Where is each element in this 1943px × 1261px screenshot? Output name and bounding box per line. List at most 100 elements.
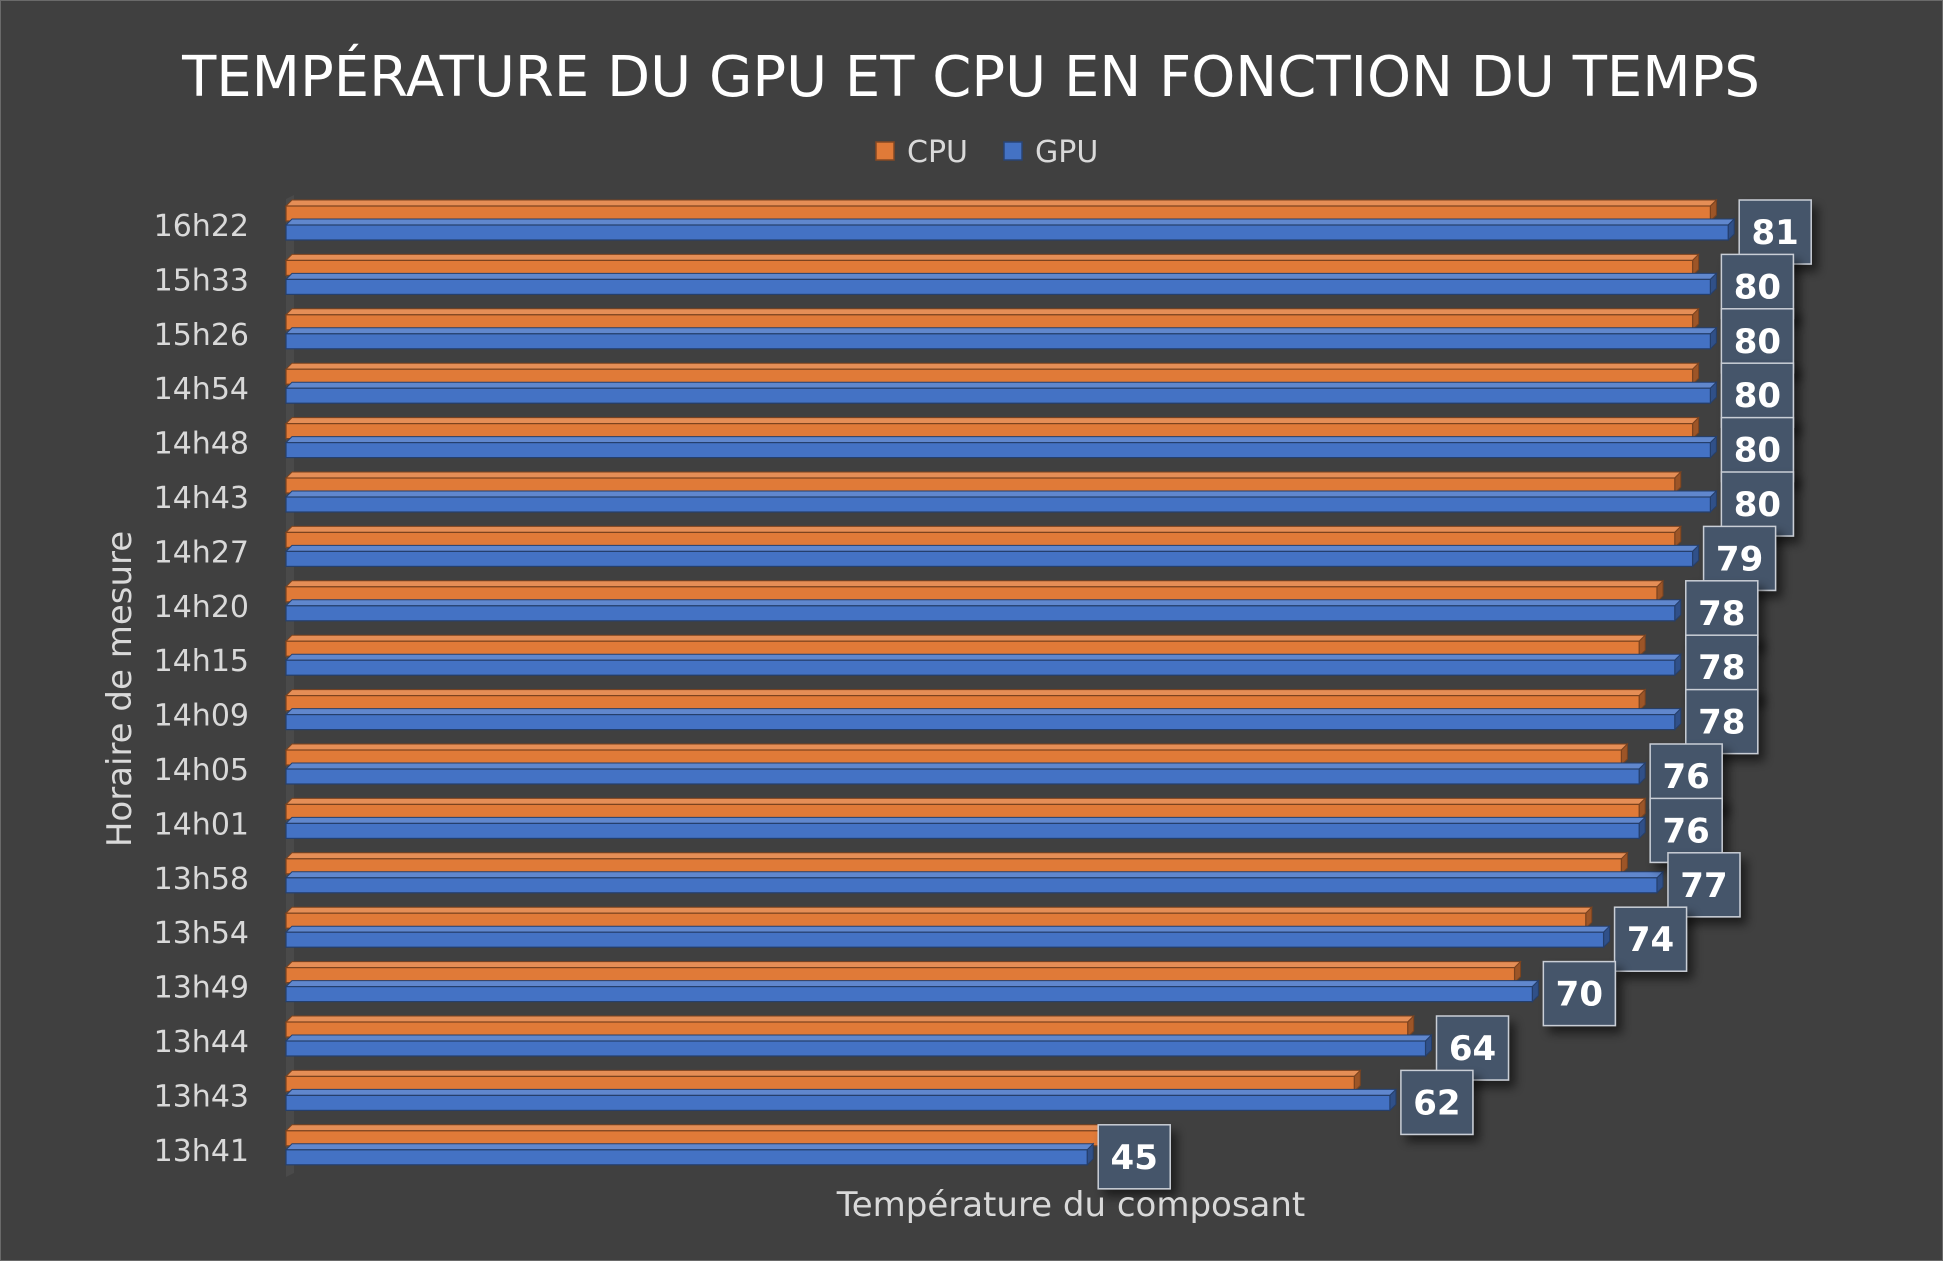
y-tick-14h43: 14h43 xyxy=(154,481,249,516)
y-tick-14h48: 14h48 xyxy=(154,427,249,462)
data-label-gpu-14h09: 78 xyxy=(1685,688,1759,755)
svg-text:78: 78 xyxy=(1698,594,1745,634)
y-tick-14h09: 14h09 xyxy=(154,699,249,734)
svg-text:80: 80 xyxy=(1734,267,1781,307)
svg-text:80: 80 xyxy=(1734,376,1781,416)
svg-text:78: 78 xyxy=(1698,703,1745,743)
bar-cpu-14h15 xyxy=(284,633,1647,658)
bar-cpu-16h22 xyxy=(284,198,1718,223)
bar-gpu-13h41 xyxy=(284,1142,1095,1167)
bar-cpu-13h58 xyxy=(284,851,1629,876)
y-tick-16h22: 16h22 xyxy=(154,209,249,244)
bar-cpu-14h05 xyxy=(284,742,1629,767)
bar-cpu-13h54 xyxy=(284,905,1593,930)
data-label-gpu-13h44: 64 xyxy=(1435,1015,1510,1081)
bar-gpu-15h26 xyxy=(284,326,1718,351)
y-tick-14h15: 14h15 xyxy=(154,644,249,679)
data-label-gpu-14h43: 80 xyxy=(1720,471,1795,537)
y-axis-title: Horaire de mesure xyxy=(100,531,140,847)
bar-gpu-14h27 xyxy=(284,544,1700,568)
bar-gpu-13h43 xyxy=(284,1088,1398,1112)
data-label-gpu-13h43: 62 xyxy=(1400,1069,1474,1136)
bar-gpu-14h15 xyxy=(284,652,1682,677)
y-tick-13h58: 13h58 xyxy=(154,862,249,897)
data-label-gpu-14h27: 79 xyxy=(1702,525,1777,592)
bar-cpu-15h26 xyxy=(284,307,1700,332)
bar-cpu-13h43 xyxy=(284,1069,1362,1093)
svg-text:74: 74 xyxy=(1627,920,1674,960)
legend-label-cpu: CPU xyxy=(907,135,968,170)
y-tick-15h26: 15h26 xyxy=(154,318,249,353)
y-tick-13h54: 13h54 xyxy=(154,916,249,951)
svg-text:80: 80 xyxy=(1734,322,1781,362)
y-tick-14h01: 14h01 xyxy=(154,807,249,842)
y-tick-15h33: 15h33 xyxy=(154,263,249,298)
bar-cpu-14h54 xyxy=(284,361,1700,386)
bar-gpu-14h01 xyxy=(284,816,1647,840)
bar-cpu-13h44 xyxy=(284,1014,1415,1039)
svg-text:79: 79 xyxy=(1716,539,1763,579)
data-label-gpu-14h48: 80 xyxy=(1720,416,1795,483)
y-tick-14h20: 14h20 xyxy=(154,590,249,625)
data-label-gpu-15h26: 80 xyxy=(1720,308,1795,374)
svg-text:62: 62 xyxy=(1413,1083,1460,1123)
y-tick-13h41: 13h41 xyxy=(154,1134,249,1169)
bar-cpu-13h49 xyxy=(284,960,1522,984)
svg-text:80: 80 xyxy=(1734,485,1781,525)
bar-gpu-14h48 xyxy=(284,435,1718,459)
bar-cpu-14h09 xyxy=(284,688,1647,712)
y-tick-13h44: 13h44 xyxy=(154,1025,249,1060)
bar-gpu-13h44 xyxy=(284,1033,1433,1058)
chart-title: TEMPÉRATURE DU GPU ET CPU EN FONCTION DU… xyxy=(181,45,1760,110)
bar-gpu-14h20 xyxy=(284,598,1682,623)
bar-gpu-14h43 xyxy=(284,489,1718,514)
bar-gpu-13h49 xyxy=(284,979,1540,1003)
svg-text:77: 77 xyxy=(1680,866,1727,906)
bar-gpu-13h58 xyxy=(284,870,1665,895)
y-tick-13h43: 13h43 xyxy=(154,1079,249,1114)
bar-gpu-15h33 xyxy=(284,272,1718,296)
bar-cpu-14h01 xyxy=(284,797,1647,821)
data-label-gpu-13h58: 77 xyxy=(1667,852,1741,918)
y-tick-14h05: 14h05 xyxy=(154,753,249,788)
legend: CPU GPU xyxy=(875,135,1098,170)
bar-gpu-13h54 xyxy=(284,924,1611,949)
legend-label-gpu: GPU xyxy=(1035,135,1098,170)
data-label-gpu-14h05: 76 xyxy=(1649,743,1723,809)
data-label-gpu-14h01: 76 xyxy=(1649,797,1723,864)
svg-text:70: 70 xyxy=(1556,975,1603,1015)
svg-text:81: 81 xyxy=(1752,213,1799,253)
svg-text:45: 45 xyxy=(1111,1138,1158,1178)
x-axis-title: Température du composant xyxy=(836,1185,1306,1225)
bar-cpu-13h41 xyxy=(284,1123,1131,1148)
data-label-gpu-13h41: 45 xyxy=(1097,1124,1171,1190)
data-label-gpu-14h15: 78 xyxy=(1685,634,1759,700)
svg-text:78: 78 xyxy=(1698,648,1745,688)
data-label-gpu-14h20: 78 xyxy=(1685,580,1759,646)
data-label-gpu-13h54: 74 xyxy=(1613,906,1688,972)
svg-text:76: 76 xyxy=(1663,811,1710,851)
bar-gpu-16h22 xyxy=(284,217,1736,242)
bars-group xyxy=(284,198,1736,1167)
data-label-gpu-16h22: 81 xyxy=(1738,199,1812,265)
bar-gpu-14h09 xyxy=(284,707,1682,731)
y-tick-labels: 16h22 15h33 15h26 14h54 14h48 14h43 14h27 14h20… xyxy=(154,209,249,1169)
svg-text:64: 64 xyxy=(1449,1029,1496,1069)
svg-text:80: 80 xyxy=(1734,431,1781,471)
bar-cpu-14h20 xyxy=(284,579,1665,604)
bar-cpu-14h48 xyxy=(284,416,1700,440)
bar-cpu-14h27 xyxy=(284,525,1682,549)
svg-text:76: 76 xyxy=(1663,757,1710,797)
bar-gpu-14h54 xyxy=(284,380,1718,405)
bar-cpu-14h43 xyxy=(284,470,1682,495)
legend-swatch-cpu xyxy=(875,141,895,161)
y-tick-13h49: 13h49 xyxy=(154,971,249,1006)
data-label-gpu-13h49: 70 xyxy=(1542,960,1617,1027)
bar-cpu-15h33 xyxy=(284,253,1700,277)
legend-swatch-gpu xyxy=(1003,141,1023,161)
y-tick-14h54: 14h54 xyxy=(154,372,249,407)
y-tick-14h27: 14h27 xyxy=(154,535,249,570)
